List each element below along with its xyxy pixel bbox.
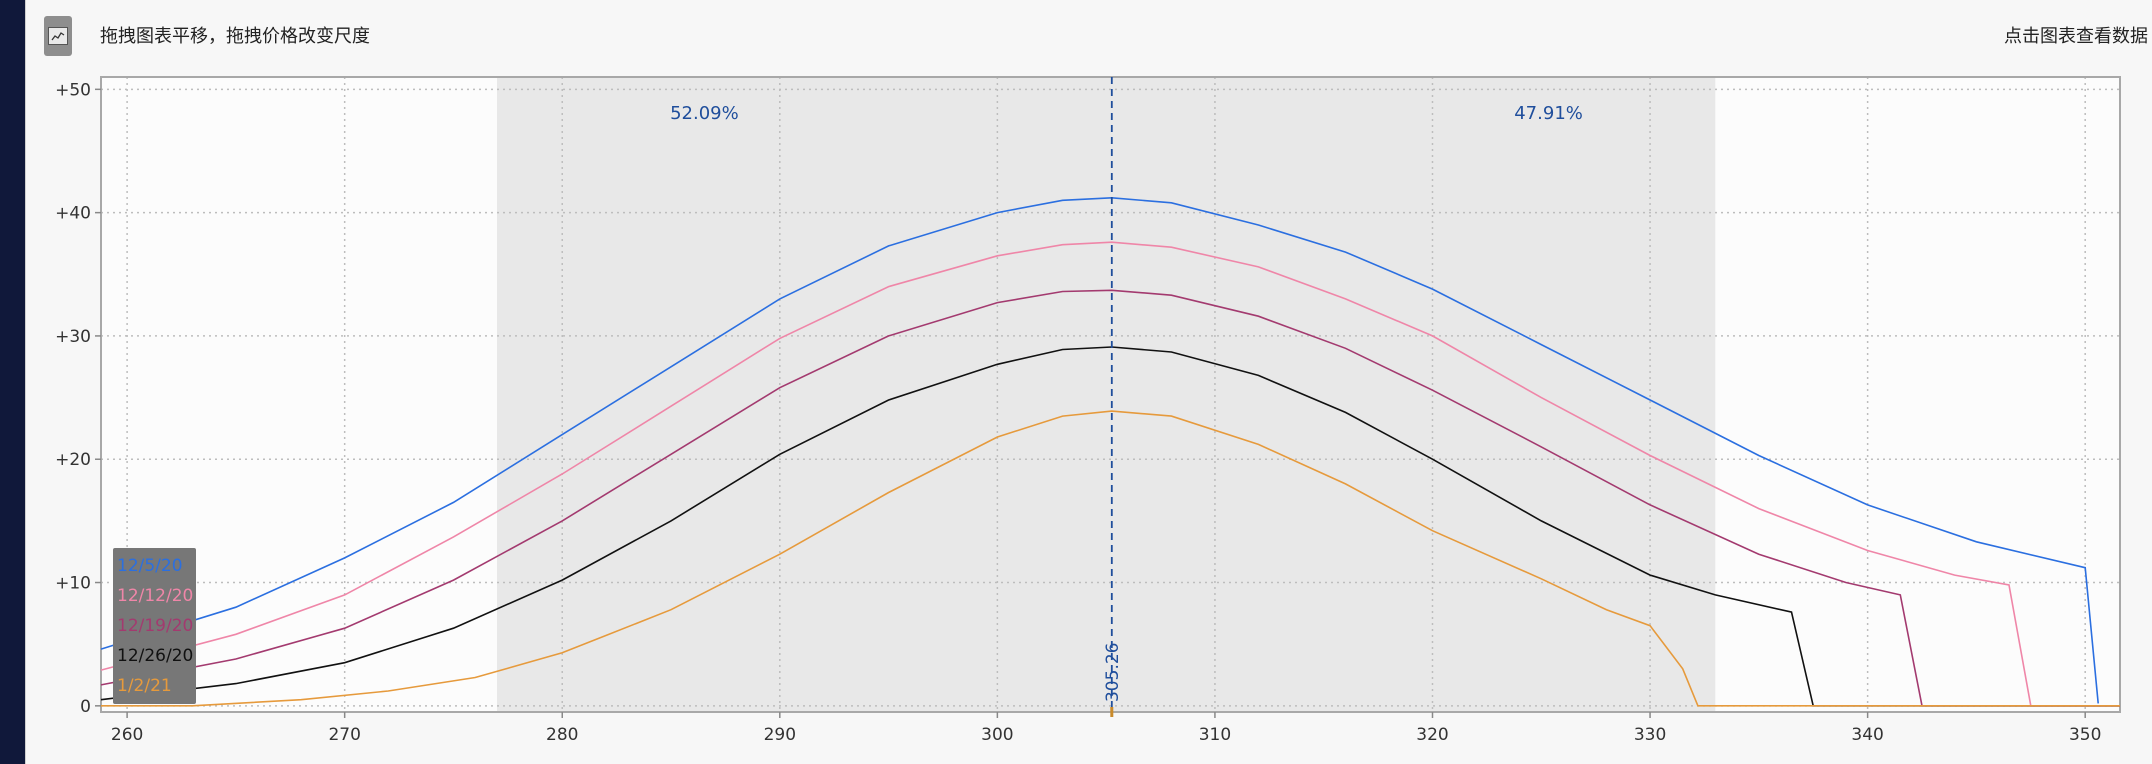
x-tick-label: 270 — [328, 725, 360, 745]
y-tick-label: +10 — [55, 574, 91, 594]
x-tick-label: 260 — [111, 725, 143, 745]
current-price-marker: 305.26 — [1103, 77, 1123, 717]
series-line — [101, 410, 2120, 707]
y-tick-label: +40 — [55, 204, 91, 224]
left-window-strip — [0, 0, 25, 764]
legend-entry: 12/5/20 — [117, 556, 183, 576]
legend-entry: 1/2/21 — [117, 676, 172, 696]
shaded-range — [496, 77, 1716, 712]
right-probability: 47.91% — [1514, 103, 1583, 124]
pan-zoom-hint: 拖拽图表平移，拖拽价格改变尺度 — [100, 26, 370, 47]
x-tick-label: 310 — [1199, 725, 1231, 745]
line-chart-icon — [48, 27, 68, 45]
x-tick-label: 350 — [2069, 725, 2101, 745]
x-tick-label: 280 — [546, 725, 578, 745]
y-tick-label: +30 — [55, 327, 91, 347]
y-axis-ticks: 0 +10 +20 +30 +40 +50 — [55, 80, 101, 717]
grid-lines — [101, 77, 2120, 712]
chart-toggle-button[interactable] — [44, 16, 72, 56]
series-line — [100, 241, 2120, 707]
view-data-hint[interactable]: 点击图表查看数据 — [2004, 26, 2148, 47]
x-tick-label: 340 — [1851, 725, 1883, 745]
y-tick-label: 0 — [80, 697, 91, 717]
left-probability: 52.09% — [670, 103, 739, 124]
price-range-shading — [101, 77, 2120, 712]
legend-entry: 12/19/20 — [117, 616, 193, 636]
series-line — [100, 196, 2099, 704]
legend: 12/5/20 12/12/20 12/19/20 12/26/20 1/2/21 — [113, 548, 196, 704]
x-tick-label: 330 — [1634, 725, 1666, 745]
price-axis-marker — [1110, 707, 1114, 717]
x-tick-label: 290 — [764, 725, 796, 745]
series-line — [100, 289, 2120, 707]
legend-entry: 12/12/20 — [117, 586, 193, 606]
x-tick-label: 320 — [1416, 725, 1448, 745]
x-tick-label: 300 — [981, 725, 1013, 745]
probability-labels: 52.09% 47.91% — [670, 103, 1583, 124]
x-axis-ticks: 260 270 280 290 300 310 320 330 340 350 — [111, 712, 2101, 745]
y-tick-label: +50 — [55, 80, 91, 100]
price-label: 305.26 — [1103, 643, 1123, 702]
y-tick-label: +20 — [55, 450, 91, 470]
legend-box — [113, 548, 196, 704]
legend-entry: 12/26/20 — [117, 646, 193, 666]
